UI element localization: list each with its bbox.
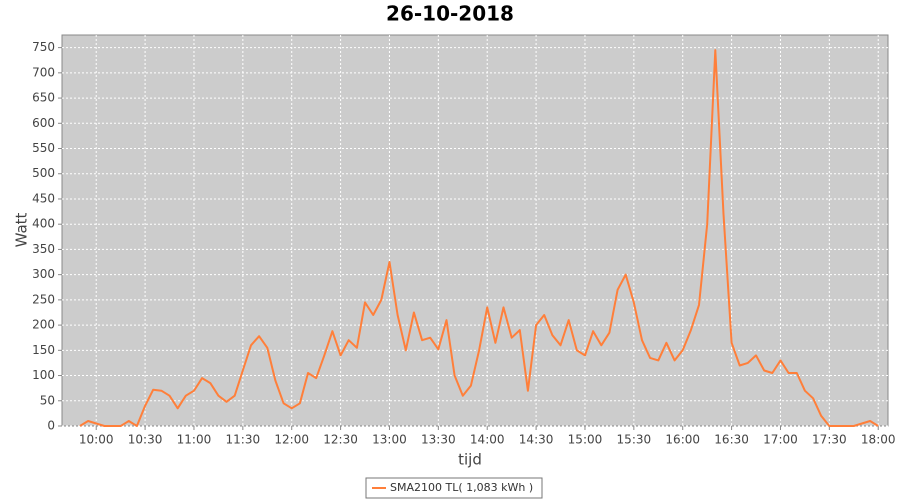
- x-tick-label: 17:30: [812, 433, 847, 447]
- chart-title: 26-10-2018: [386, 2, 514, 26]
- x-tick-label: 12:00: [274, 433, 309, 447]
- y-tick-label: 650: [32, 91, 55, 105]
- y-tick-label: 250: [32, 292, 55, 306]
- legend-box: [365, 477, 543, 499]
- x-tick-label: 14:00: [470, 433, 505, 447]
- y-tick-label: 300: [32, 267, 55, 281]
- y-tick-label: 200: [32, 318, 55, 332]
- y-tick-label: 150: [32, 343, 55, 357]
- y-tick-label: 550: [32, 141, 55, 155]
- x-tick-label: 11:00: [177, 433, 212, 447]
- x-tick-label: 16:00: [665, 433, 700, 447]
- x-tick-label: 16:30: [714, 433, 749, 447]
- x-tick-label: 12:30: [323, 433, 358, 447]
- x-tick-label: 17:00: [763, 433, 798, 447]
- x-tick-label: 11:30: [226, 433, 261, 447]
- y-tick-label: 500: [32, 166, 55, 180]
- y-tick-label: 700: [32, 65, 55, 79]
- x-tick-label: 13:30: [421, 433, 456, 447]
- y-tick-label: 50: [40, 393, 55, 407]
- x-tick-label: 10:30: [128, 433, 163, 447]
- y-tick-label: 600: [32, 116, 55, 130]
- y-tick-label: 750: [32, 40, 55, 54]
- data-line: [79, 49, 879, 427]
- y-tick-label: 450: [32, 191, 55, 205]
- x-axis-label: tijd: [458, 451, 482, 469]
- legend-label: SMA2100 TL( 1,083 kWh ): [390, 481, 533, 494]
- y-tick-label: 350: [32, 242, 55, 256]
- x-tick-label: 14:30: [519, 433, 554, 447]
- x-tick-label: 10:00: [79, 433, 114, 447]
- x-tick-label: 15:00: [568, 433, 603, 447]
- y-tick-label: 400: [32, 217, 55, 231]
- x-tick-label: 15:30: [617, 433, 652, 447]
- y-tick-label: 100: [32, 368, 55, 382]
- x-tick-label: 13:00: [372, 433, 407, 447]
- y-axis-label: Watt: [13, 212, 31, 247]
- x-tick-label: 18:00: [861, 433, 896, 447]
- y-tick-label: 0: [47, 419, 55, 433]
